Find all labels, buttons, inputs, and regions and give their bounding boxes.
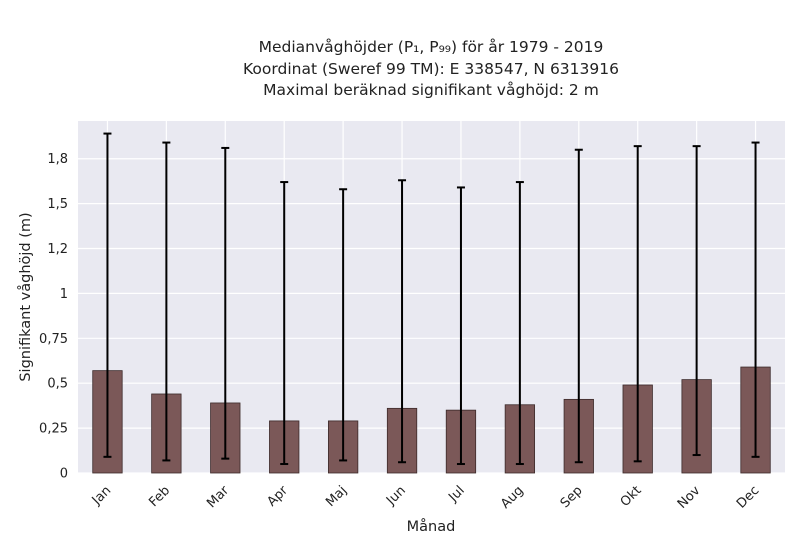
error-bar-jun	[398, 179, 407, 464]
y-tick-label: 0	[60, 467, 68, 482]
y-tick-label: 1,2	[47, 242, 68, 257]
error-bar-jul	[456, 186, 465, 466]
error-bar-aug	[515, 181, 524, 466]
y-tick-label: 0,75	[39, 332, 68, 347]
chart-title-line-2: Koordinat (Sweref 99 TM): E 338547, N 63…	[243, 60, 619, 78]
error-bar-nov	[692, 145, 701, 457]
x-tick-label: Maj	[323, 483, 350, 510]
x-tick-label: Jul	[445, 483, 467, 505]
x-tick-label: Nov	[675, 483, 704, 512]
chart-title-line-3: Maximal beräknad signifikant våghöjd: 2 …	[263, 81, 599, 99]
x-tick-label: Jan	[89, 483, 114, 508]
x-tick-label: Feb	[146, 483, 173, 510]
x-axis-label: Månad	[407, 518, 456, 535]
chart-title-line-1: Medianvåghöjder (P₁, P₉₉) för år 1979 - …	[259, 38, 604, 56]
x-tick-label: Dec	[734, 483, 762, 511]
y-tick-label: 1	[60, 287, 68, 302]
y-tick-label: 1,5	[47, 197, 68, 212]
x-tick-label: Aug	[498, 483, 527, 512]
y-tick-label: 0,5	[47, 377, 68, 392]
x-tick-label: Apr	[265, 483, 292, 510]
plot-area	[78, 121, 785, 473]
error-bar-feb	[162, 141, 171, 462]
chart-title: Medianvåghöjder (P₁, P₉₉) för år 1979 - …	[243, 38, 619, 99]
error-bar-okt	[633, 145, 642, 463]
x-tick-label: Mar	[204, 483, 232, 511]
y-axis-label: Signifikant våghöjd (m)	[17, 212, 34, 381]
error-bar-mar	[221, 146, 230, 460]
y-tick-labels: 0 0,25 0,5 0,75 1 1,2 1,5 1,8	[39, 152, 68, 481]
x-tick-label: Sep	[558, 483, 586, 511]
error-bar-sep	[574, 148, 583, 464]
error-bar-apr	[280, 181, 289, 466]
y-tick-label: 1,8	[47, 152, 68, 167]
error-bar-maj	[339, 188, 348, 462]
error-bars	[103, 132, 760, 466]
x-tick-labels: Jan Feb Mar Apr Maj Jun Jul Aug Sep Okt Nov Dec	[89, 483, 763, 512]
error-bar-dec	[751, 141, 760, 458]
y-tick-label: 0,25	[39, 422, 68, 437]
x-tick-label: Jun	[383, 483, 409, 509]
error-bar-jan	[103, 132, 112, 458]
x-tick-label: Okt	[618, 483, 645, 510]
